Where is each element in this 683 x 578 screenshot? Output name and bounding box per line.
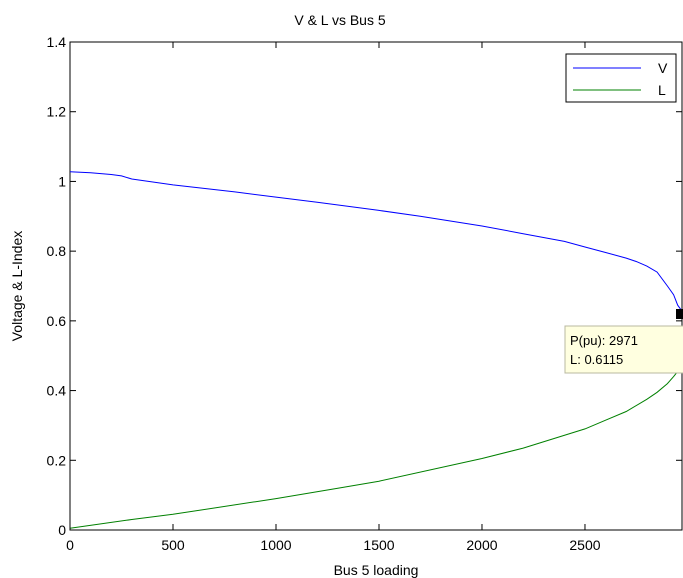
datatip-marker[interactable]	[676, 309, 683, 319]
series-line-v	[69, 171, 683, 312]
legend: V L	[565, 53, 677, 103]
tick-labels: 0 500 1000 1500 2000 2500 0 0.2 0.4 0.6 0.8 1 1.2 1.4	[47, 34, 601, 553]
series-line-l	[69, 365, 683, 529]
x-tick-label: 1000	[260, 537, 291, 553]
x-tick-label: 1500	[363, 537, 394, 553]
chart-title: V & L vs Bus 5	[294, 12, 386, 28]
legend-label-v: V	[658, 60, 668, 76]
datatip[interactable]: P(pu): 2971 L: 0.6115	[564, 309, 683, 374]
y-tick-label: 0.8	[47, 243, 67, 259]
datatip-line-2: L: 0.6115	[570, 352, 623, 367]
plot-area	[69, 41, 683, 531]
y-tick-label: 0	[58, 522, 66, 538]
curves	[69, 171, 683, 529]
datatip-line-1: P(pu): 2971	[570, 333, 638, 348]
x-tick-label: 0	[66, 537, 74, 553]
y-tick-label: 0.4	[47, 383, 67, 399]
y-axis-label: Voltage & L-Index	[9, 231, 25, 342]
x-axis-label: Bus 5 loading	[334, 562, 419, 578]
y-tick-label: 1.2	[47, 104, 67, 120]
y-tick-label: 1	[58, 173, 66, 189]
ticks	[69, 41, 682, 531]
axes-box	[69, 41, 683, 531]
datatip-box	[564, 325, 683, 374]
legend-box	[565, 53, 677, 103]
x-tick-label: 500	[161, 537, 185, 553]
y-tick-label: 1.4	[47, 34, 67, 50]
x-tick-label: 2500	[569, 537, 600, 553]
x-tick-label: 2000	[466, 537, 497, 553]
y-tick-label: 0.6	[47, 313, 67, 329]
legend-label-l: L	[658, 82, 666, 98]
y-tick-label: 0.2	[47, 452, 67, 468]
